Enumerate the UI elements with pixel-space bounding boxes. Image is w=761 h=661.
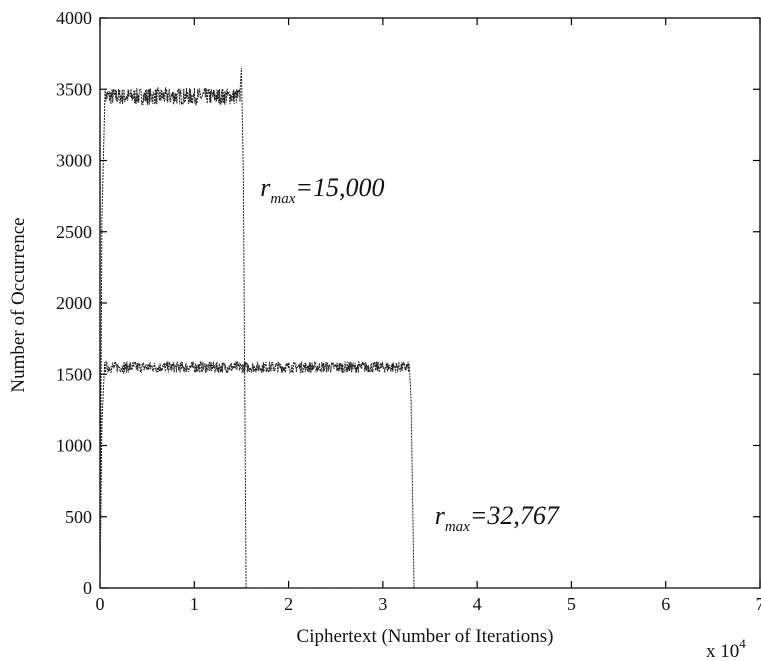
y-tick-label: 2500 [56, 222, 92, 242]
y-tick-label: 1500 [56, 364, 92, 384]
x-tick-label: 0 [96, 594, 105, 614]
y-tick-label: 1000 [56, 436, 92, 456]
series-line-1 [99, 67, 760, 589]
plot-frame [99, 17, 761, 589]
x-axis-ticks: 0 1 2 3 4 5 6 7 [96, 18, 761, 614]
plot-area-border [99, 17, 761, 589]
y-axis-ticks: 0 500 1000 1500 2000 2500 3000 3500 4000 [56, 8, 760, 598]
x-tick-label: 4 [473, 594, 482, 614]
x-tick-label: 3 [378, 594, 387, 614]
y-tick-label: 500 [65, 507, 92, 527]
y-tick-label: 4000 [56, 8, 92, 28]
x-tick-label: 1 [190, 594, 199, 614]
y-tick-label: 3500 [56, 79, 92, 99]
x-multiplier-base: x 10 [706, 641, 739, 661]
x-tick-label: 6 [661, 594, 670, 614]
y-axis-label: Number of Occurrence [8, 217, 29, 392]
annotations: rmax=15,000 rmax=32,767 [260, 173, 560, 535]
x-tick-label: 2 [284, 594, 293, 614]
x-multiplier-label: x 104 [706, 636, 746, 661]
x-tick-label: 7 [756, 594, 761, 614]
annotation-2: rmax=32,767 [435, 501, 560, 535]
y-tick-label: 0 [83, 578, 92, 598]
x-tick-label: 5 [567, 594, 576, 614]
x-multiplier-exp: 4 [739, 636, 746, 651]
annotation-1: rmax=15,000 [260, 173, 384, 207]
x-axis-label: Ciphertext (Number of Iterations) [297, 626, 554, 647]
y-tick-label: 3000 [56, 151, 92, 171]
series-line-2 [99, 359, 760, 589]
y-tick-label: 2000 [56, 293, 92, 313]
series-group [99, 67, 760, 589]
